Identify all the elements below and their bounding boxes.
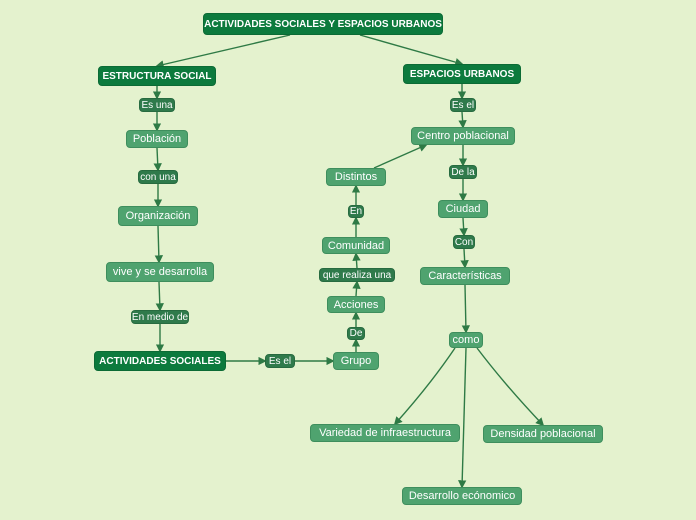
node-desarrollo: Desarrollo ecónomico — [402, 487, 522, 505]
node-label-acciones: Acciones — [334, 299, 379, 311]
node-con: Con — [453, 235, 475, 249]
edge-13 — [356, 282, 357, 296]
edge-19 — [462, 112, 463, 127]
edge-1 — [360, 35, 462, 64]
edge-0 — [157, 35, 290, 66]
edge-7 — [159, 282, 160, 310]
node-de: De — [347, 327, 365, 340]
node-label-con: Con — [455, 237, 473, 248]
node-grupo: Grupo — [333, 352, 379, 370]
node-label-enmedio: En medio de — [132, 312, 188, 323]
node-label-de: De — [350, 328, 363, 339]
node-ciudad: Ciudad — [438, 200, 488, 218]
node-label-esuna: Es una — [141, 100, 172, 111]
node-label-desarrollo: Desarrollo ecónomico — [409, 490, 515, 502]
node-conuna: con una — [138, 170, 178, 184]
node-label-comunidad: Comunidad — [328, 240, 384, 252]
node-acciones: Acciones — [327, 296, 385, 313]
edge-14 — [356, 254, 357, 268]
node-organizacion: Organización — [118, 206, 198, 226]
node-como: como — [449, 332, 483, 348]
node-actsoc: ACTIVIDADES SOCIALES — [94, 351, 226, 371]
node-label-esel1: Es el — [269, 356, 291, 367]
node-label-organizacion: Organización — [126, 210, 191, 222]
node-label-conuna: con una — [140, 172, 176, 183]
node-label-distintos: Distintos — [335, 171, 377, 183]
node-centro: Centro poblacional — [411, 127, 515, 145]
node-esel1: Es el — [265, 354, 295, 368]
edge-26 — [462, 348, 466, 487]
node-caract: Características — [420, 267, 510, 285]
edge-4 — [157, 148, 158, 170]
node-title: ACTIVIDADES SOCIALES Y ESPACIOS URBANOS — [203, 13, 443, 35]
edge-17 — [374, 145, 426, 168]
node-label-variedad: Variedad de infraestructura — [319, 427, 451, 439]
node-dela: De la — [449, 165, 477, 179]
node-label-vive: vive y se desarrolla — [113, 266, 207, 278]
node-label-esel2: Es el — [452, 100, 474, 111]
node-densidad: Densidad poblacional — [483, 425, 603, 443]
node-querealiza: que realiza una — [319, 268, 395, 282]
node-en: En — [348, 205, 364, 218]
node-poblacion: Población — [126, 130, 188, 148]
edge-27 — [477, 348, 543, 425]
node-label-en: En — [350, 206, 362, 217]
node-distintos: Distintos — [326, 168, 386, 186]
node-label-estructura: ESTRUCTURA SOCIAL — [102, 71, 211, 82]
node-comunidad: Comunidad — [322, 237, 390, 254]
node-label-centro: Centro poblacional — [417, 130, 509, 142]
node-label-dela: De la — [451, 167, 474, 178]
node-label-grupo: Grupo — [341, 355, 372, 367]
node-esel2: Es el — [450, 98, 476, 112]
edge-23 — [464, 249, 465, 267]
edge-25 — [395, 348, 455, 424]
node-label-caract: Características — [428, 270, 501, 282]
node-label-poblacion: Población — [133, 133, 181, 145]
node-espacios: ESPACIOS URBANOS — [403, 64, 521, 84]
node-label-querealiza: que realiza una — [323, 270, 391, 281]
node-variedad: Variedad de infraestructura — [310, 424, 460, 442]
node-label-densidad: Densidad poblacional — [490, 428, 595, 440]
node-label-ciudad: Ciudad — [446, 203, 481, 215]
edge-24 — [465, 285, 466, 332]
node-vive: vive y se desarrolla — [106, 262, 214, 282]
node-label-como: como — [453, 334, 480, 346]
node-label-espacios: ESPACIOS URBANOS — [410, 69, 514, 80]
node-enmedio: En medio de — [131, 310, 189, 324]
node-estructura: ESTRUCTURA SOCIAL — [98, 66, 216, 86]
node-label-title: ACTIVIDADES SOCIALES Y ESPACIOS URBANOS — [204, 19, 442, 30]
edge-6 — [158, 226, 159, 262]
edge-22 — [463, 218, 464, 235]
node-esuna: Es una — [139, 98, 175, 112]
node-label-actsoc: ACTIVIDADES SOCIALES — [99, 356, 221, 367]
